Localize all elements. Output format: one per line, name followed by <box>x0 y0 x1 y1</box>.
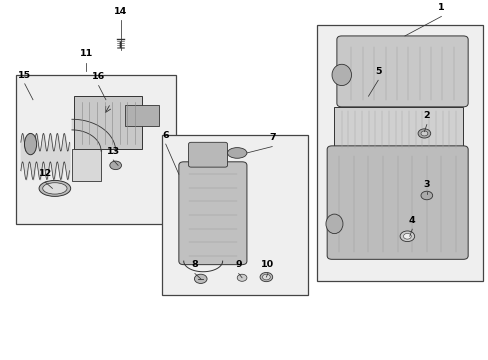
FancyBboxPatch shape <box>336 36 467 107</box>
Ellipse shape <box>331 64 351 86</box>
FancyBboxPatch shape <box>72 149 101 181</box>
Circle shape <box>417 129 430 138</box>
Circle shape <box>260 273 272 282</box>
FancyBboxPatch shape <box>188 142 227 167</box>
Circle shape <box>110 161 121 170</box>
Circle shape <box>420 131 427 136</box>
Text: 15: 15 <box>18 71 31 80</box>
FancyBboxPatch shape <box>16 75 176 224</box>
Ellipse shape <box>227 148 246 158</box>
Text: 2: 2 <box>423 111 429 120</box>
Circle shape <box>194 274 206 283</box>
Text: 5: 5 <box>374 67 381 76</box>
Text: 14: 14 <box>114 7 127 16</box>
Text: 1: 1 <box>437 3 444 12</box>
Circle shape <box>403 233 410 239</box>
Text: 8: 8 <box>191 260 198 269</box>
Text: 16: 16 <box>92 72 105 81</box>
Text: 3: 3 <box>423 180 429 189</box>
Circle shape <box>262 274 270 280</box>
Ellipse shape <box>24 134 37 155</box>
FancyBboxPatch shape <box>326 146 467 259</box>
Text: 11: 11 <box>80 49 93 58</box>
Text: 6: 6 <box>162 131 169 140</box>
Ellipse shape <box>39 180 71 197</box>
FancyBboxPatch shape <box>179 162 246 265</box>
Circle shape <box>420 191 432 200</box>
FancyBboxPatch shape <box>74 96 142 149</box>
Text: 7: 7 <box>268 133 275 142</box>
Ellipse shape <box>325 214 342 234</box>
Text: 4: 4 <box>408 216 415 225</box>
Ellipse shape <box>42 183 67 194</box>
FancyBboxPatch shape <box>125 105 159 126</box>
FancyBboxPatch shape <box>317 25 482 280</box>
Text: 10: 10 <box>261 260 274 269</box>
FancyBboxPatch shape <box>162 135 307 295</box>
Circle shape <box>399 231 414 242</box>
Text: 12: 12 <box>39 169 52 178</box>
Circle shape <box>237 274 246 281</box>
Text: 13: 13 <box>106 147 120 156</box>
Text: 9: 9 <box>235 260 242 269</box>
FancyBboxPatch shape <box>334 107 462 151</box>
